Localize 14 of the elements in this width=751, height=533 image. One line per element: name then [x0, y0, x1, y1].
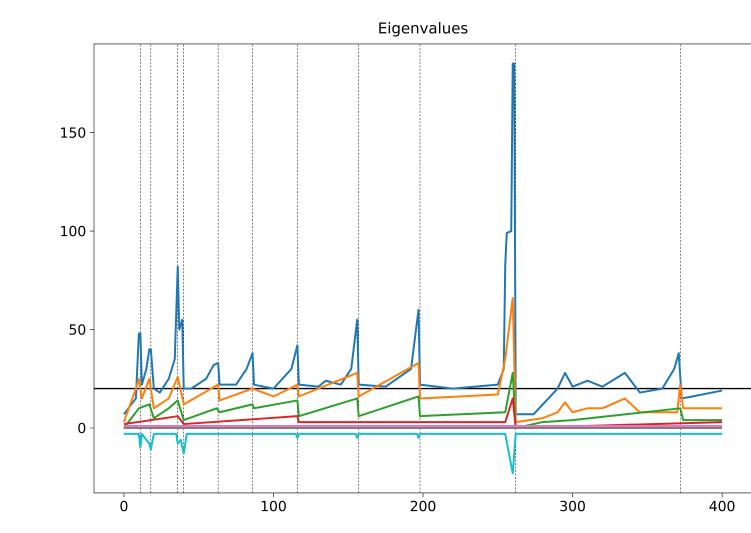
line-series — [122, 62, 724, 416]
x-tick-label: 400 — [709, 500, 734, 512]
chart-title: Eigenvalues — [379, 22, 468, 36]
x-tick-label: 300 — [560, 500, 585, 512]
line-series — [122, 372, 724, 429]
y-tick-label: 150 — [61, 127, 86, 138]
y-tick-label: 50 — [70, 324, 86, 335]
y-tick-label: 0 — [78, 422, 86, 434]
line-series — [122, 297, 724, 424]
x-tick-label: 200 — [410, 500, 436, 512]
line-series — [122, 432, 724, 474]
x-tick-label: 0 — [120, 500, 128, 512]
x-tick-label: 100 — [262, 500, 286, 512]
y-tick-label: 100 — [61, 226, 86, 236]
